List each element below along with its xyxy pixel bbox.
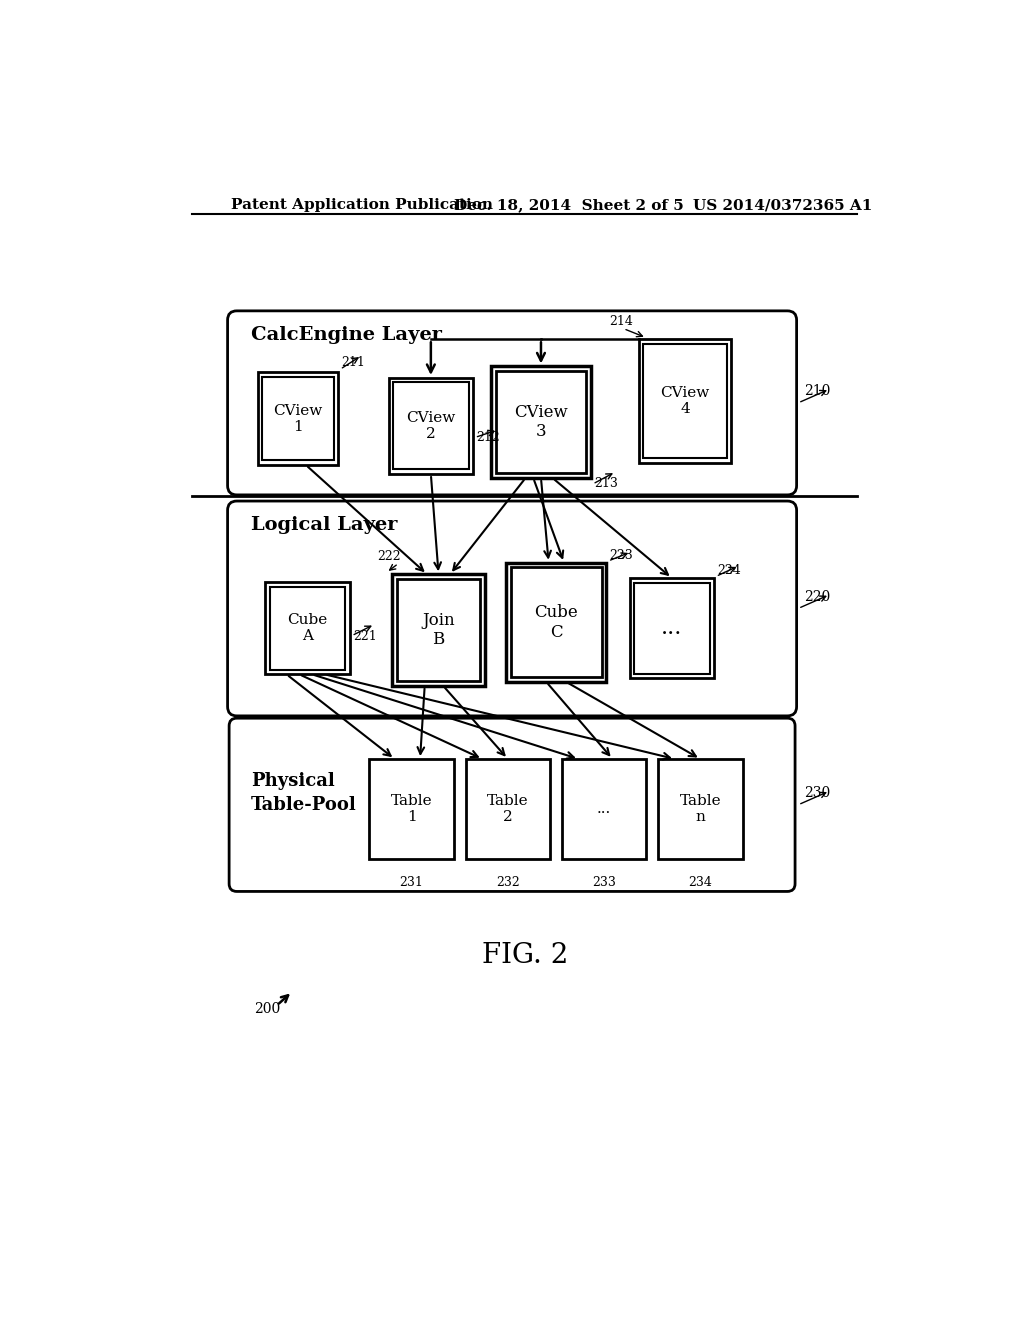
Bar xyxy=(506,562,606,682)
Text: Join
B: Join B xyxy=(422,611,455,648)
Bar xyxy=(265,582,350,675)
FancyBboxPatch shape xyxy=(227,502,797,715)
Bar xyxy=(392,574,484,686)
Text: US 2014/0372365 A1: US 2014/0372365 A1 xyxy=(692,198,872,213)
Bar xyxy=(466,759,550,859)
Bar xyxy=(370,759,454,859)
Text: 210: 210 xyxy=(804,384,830,399)
FancyBboxPatch shape xyxy=(229,718,795,891)
Bar xyxy=(397,578,480,681)
Text: 222: 222 xyxy=(377,550,400,564)
Text: Cube
A: Cube A xyxy=(288,612,328,643)
Text: 224: 224 xyxy=(717,564,741,577)
Text: Logical Layer: Logical Layer xyxy=(251,516,397,535)
Text: CView
4: CView 4 xyxy=(660,385,710,416)
Text: 234: 234 xyxy=(688,876,713,890)
Text: CView
1: CView 1 xyxy=(273,404,323,434)
Text: 231: 231 xyxy=(399,876,424,890)
Text: 230: 230 xyxy=(804,787,830,800)
Text: 211: 211 xyxy=(342,356,366,370)
Text: CView
3: CView 3 xyxy=(514,404,568,441)
Text: ...: ... xyxy=(597,803,611,816)
Text: Patent Application Publication: Patent Application Publication xyxy=(230,198,493,213)
Bar xyxy=(496,371,587,474)
Text: Dec. 18, 2014  Sheet 2 of 5: Dec. 18, 2014 Sheet 2 of 5 xyxy=(454,198,684,213)
FancyBboxPatch shape xyxy=(227,312,797,495)
Text: 213: 213 xyxy=(594,478,617,490)
Bar xyxy=(490,367,591,478)
Bar xyxy=(639,339,731,462)
Text: Table
2: Table 2 xyxy=(487,793,528,824)
Text: 220: 220 xyxy=(804,590,830,605)
Text: Table
n: Table n xyxy=(680,793,721,824)
Bar xyxy=(262,378,334,461)
Bar xyxy=(393,383,469,470)
Bar xyxy=(388,378,473,474)
Bar xyxy=(562,759,646,859)
Text: Table
1: Table 1 xyxy=(391,793,432,824)
Text: FIG. 2: FIG. 2 xyxy=(481,942,568,969)
Bar xyxy=(630,578,714,678)
Bar xyxy=(511,568,602,677)
Bar xyxy=(258,372,339,465)
Bar xyxy=(643,345,727,458)
Text: 214: 214 xyxy=(609,315,634,329)
Text: CalcEngine Layer: CalcEngine Layer xyxy=(251,326,441,345)
Text: 221: 221 xyxy=(353,630,377,643)
Text: 232: 232 xyxy=(496,876,520,890)
Text: 233: 233 xyxy=(592,876,616,890)
Text: ...: ... xyxy=(662,618,683,639)
Bar xyxy=(270,586,345,669)
Text: CView
2: CView 2 xyxy=(407,411,456,441)
Text: Physical
Table-Pool: Physical Table-Pool xyxy=(251,772,356,814)
Bar xyxy=(634,582,710,673)
Text: 223: 223 xyxy=(609,549,633,562)
Bar xyxy=(658,759,742,859)
Text: 200: 200 xyxy=(255,1002,281,1016)
Text: Cube
C: Cube C xyxy=(535,605,579,640)
Text: 212: 212 xyxy=(476,432,500,445)
